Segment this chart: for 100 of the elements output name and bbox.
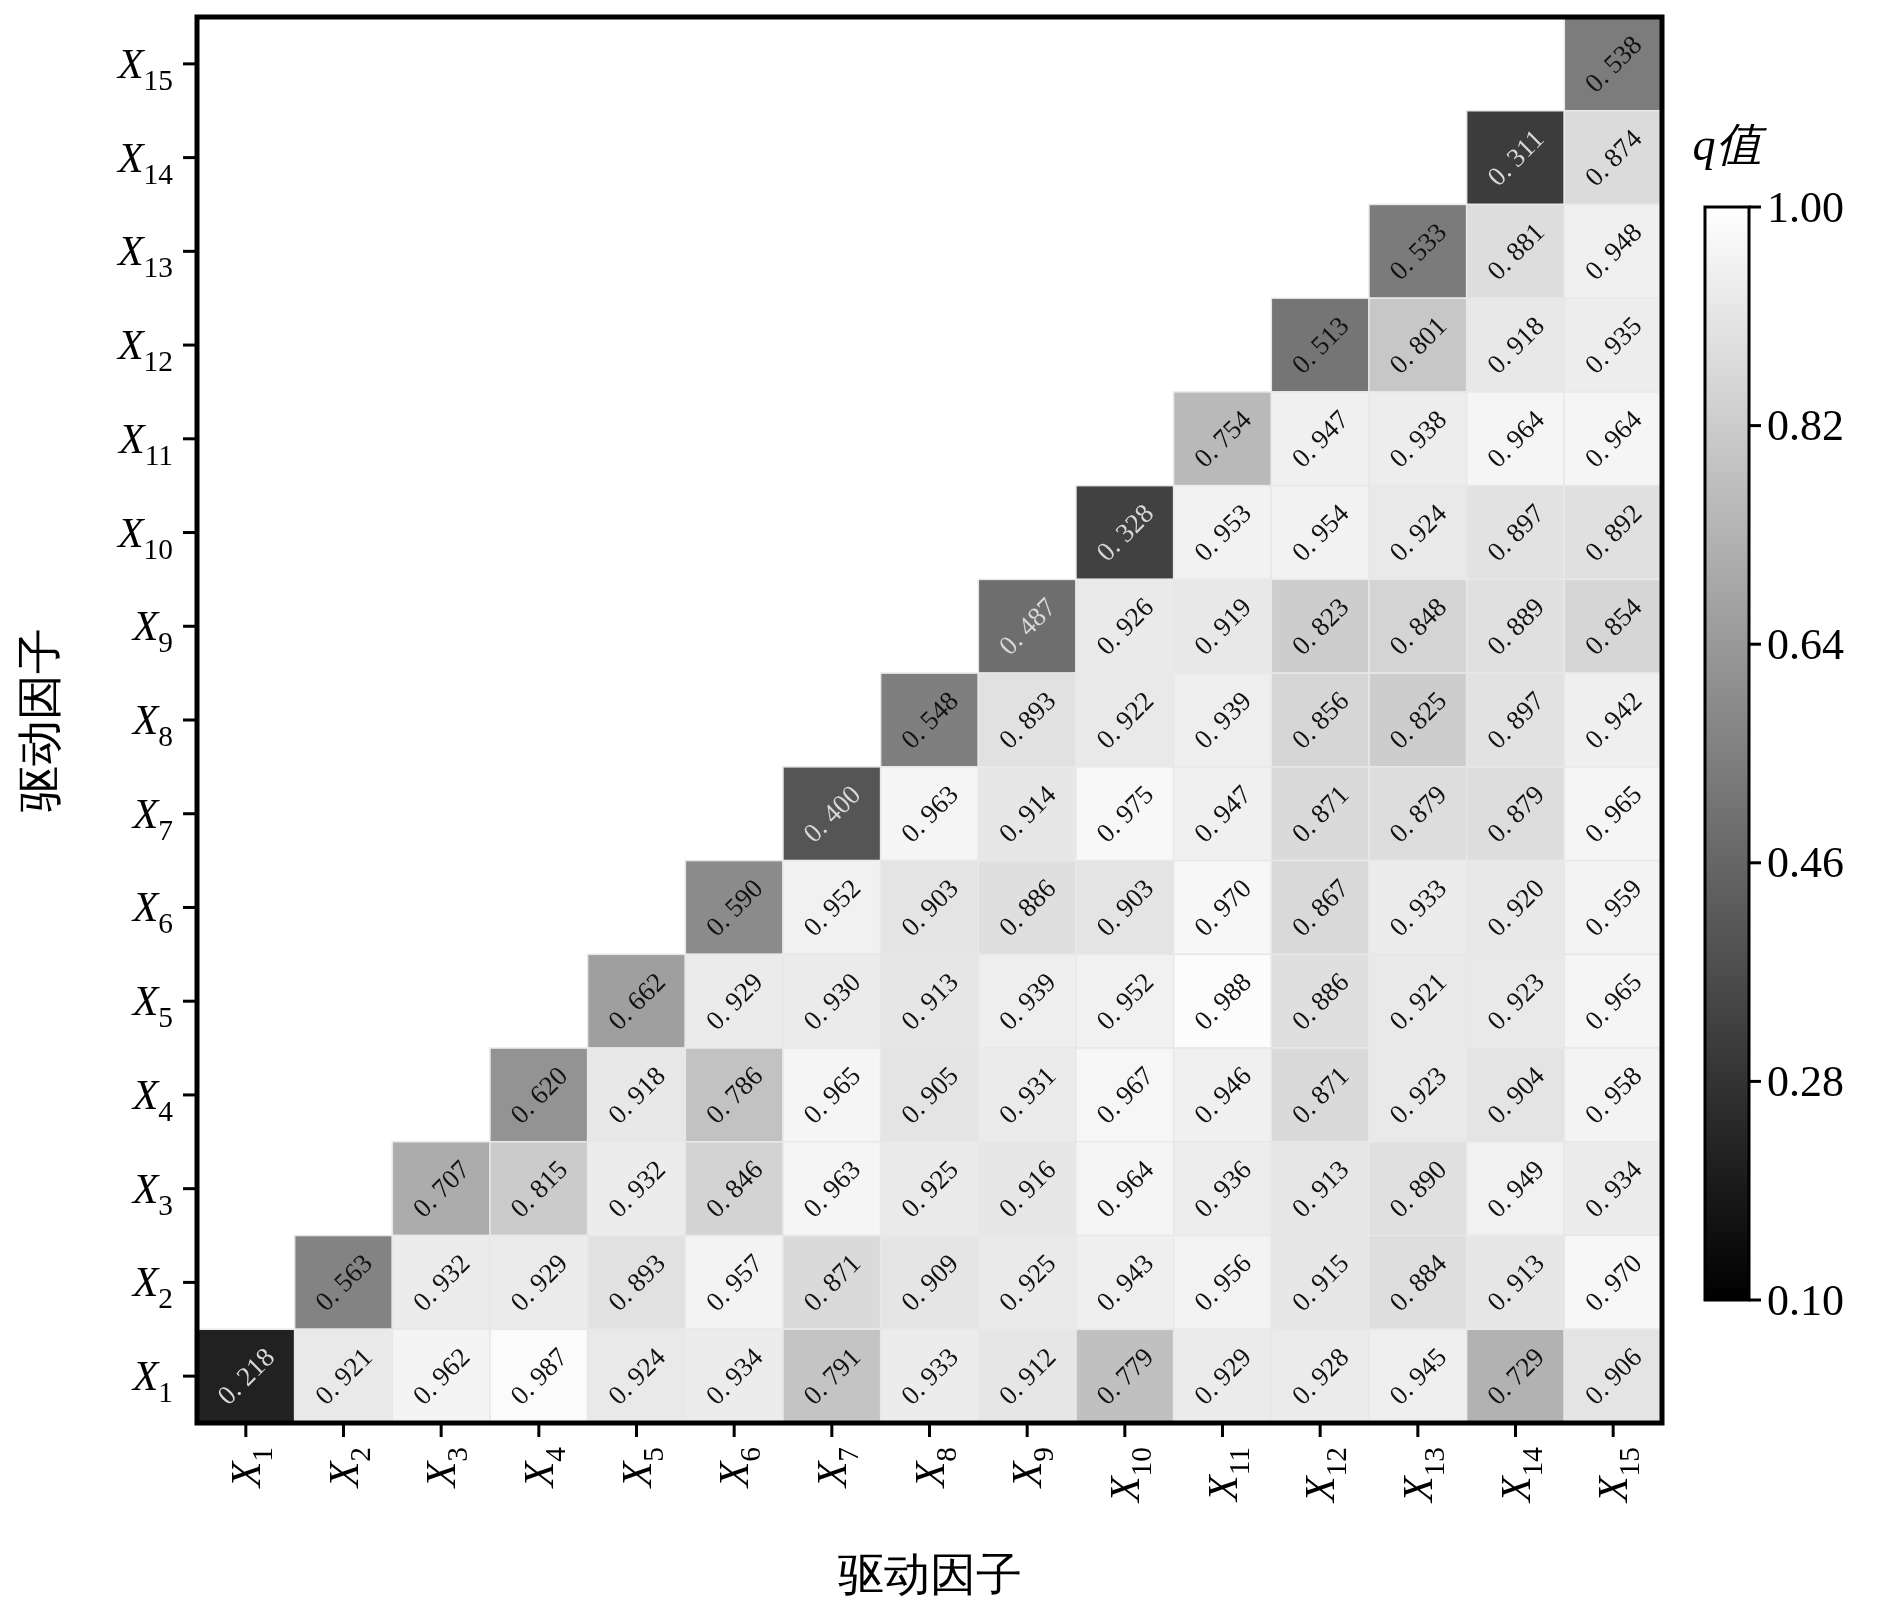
data-label: 0. 779 (1090, 1341, 1160, 1411)
data-label: 0. 871 (1285, 779, 1355, 849)
data-label: 0. 590 (699, 873, 769, 942)
data-label: 0. 854 (1578, 591, 1648, 661)
data-label: 0. 965 (1578, 779, 1648, 849)
data-label: 0. 938 (1383, 404, 1453, 474)
data-label: 0. 218 (211, 1341, 281, 1411)
y-tick-label: X$_{9}$ (130, 603, 173, 659)
data-label: 0. 925 (895, 1154, 964, 1224)
data-label: 0. 953 (1188, 498, 1257, 567)
data-label: 0. 729 (1481, 1341, 1550, 1411)
data-label: 0. 707 (406, 1154, 476, 1224)
color-bar-label: 0.46 (1767, 838, 1844, 888)
y-tick-label: X$_{7}$ (130, 790, 173, 846)
data-label: 0. 922 (1090, 685, 1160, 755)
data-label: 0. 965 (1578, 966, 1648, 1036)
y-tick-label: X$_{1}$ (130, 1353, 173, 1409)
color-bar-label: 0.82 (1767, 401, 1844, 451)
data-label: 0. 987 (504, 1341, 574, 1411)
data-label: 0. 913 (1285, 1154, 1355, 1224)
data-label: 0. 952 (1090, 966, 1160, 1036)
data-label: 0. 856 (1285, 685, 1355, 755)
data-label: 0. 871 (1285, 1060, 1355, 1130)
data-label: 0. 791 (797, 1341, 867, 1411)
data-label: 0. 957 (699, 1247, 769, 1317)
data-label: 0. 947 (1188, 779, 1257, 849)
data-label: 0. 963 (895, 779, 964, 849)
data-label: 0. 933 (1383, 873, 1453, 942)
data-label: 0. 662 (602, 966, 671, 1036)
x-axis-title: 驱动因子 (837, 1549, 1022, 1600)
data-label: 0. 867 (1285, 873, 1355, 942)
data-label: 0. 952 (797, 873, 867, 942)
data-label: 0. 916 (992, 1154, 1062, 1224)
y-tick-label: X$_{3}$ (130, 1165, 173, 1221)
y-tick-label: X$_{6}$ (130, 884, 173, 940)
data-label: 0. 936 (1188, 1154, 1257, 1224)
data-label: 0. 943 (1090, 1247, 1160, 1317)
data-label: 0. 754 (1188, 403, 1258, 474)
data-label: 0. 939 (1188, 685, 1257, 755)
data-label: 0. 929 (1188, 1341, 1257, 1411)
data-label: 0. 801 (1383, 310, 1453, 380)
data-label: 0. 925 (992, 1247, 1062, 1317)
data-label: 0. 874 (1578, 122, 1648, 193)
data-label: 0. 919 (1188, 591, 1257, 661)
data-label: 0. 903 (1090, 873, 1160, 942)
data-label: 0. 904 (1481, 1060, 1551, 1130)
y-tick-label: X$_{8}$ (130, 697, 173, 752)
data-label: 0. 920 (1481, 873, 1550, 942)
color-bar-label: 0.10 (1767, 1275, 1844, 1325)
data-label: 0. 946 (1188, 1060, 1257, 1130)
data-label: 0. 823 (1285, 591, 1355, 661)
data-label: 0. 988 (1188, 966, 1257, 1036)
data-label: 0. 886 (992, 873, 1062, 942)
y-tick-label: X$_{11}$ (117, 415, 173, 471)
y-tick-label: X$_{13}$ (115, 228, 173, 284)
data-label: 0. 918 (1481, 310, 1550, 380)
y-tick-label: X$_{10}$ (115, 509, 173, 565)
y-tick-label: X$_{14}$ (115, 134, 174, 190)
data-label: 0. 400 (797, 779, 867, 849)
data-label: 0. 563 (309, 1247, 378, 1317)
y-axis-title: 驱动因子 (14, 628, 65, 812)
data-label: 0. 934 (699, 1341, 769, 1411)
data-label: 0. 533 (1383, 216, 1453, 286)
data-label: 0. 963 (797, 1154, 867, 1224)
data-label: 0. 909 (895, 1247, 964, 1317)
data-label: 0. 886 (1285, 966, 1355, 1036)
data-label: 0. 786 (699, 1060, 769, 1130)
data-label: 0. 513 (1285, 310, 1355, 380)
data-label: 0. 921 (1383, 966, 1453, 1036)
data-label: 0. 954 (1285, 497, 1355, 567)
data-label: 0. 964 (1578, 403, 1648, 474)
data-label: 0. 884 (1383, 1247, 1453, 1317)
y-tick-label: X$_{4}$ (130, 1071, 174, 1127)
data-label: 0. 964 (1481, 403, 1551, 474)
data-label: 0. 846 (699, 1154, 769, 1224)
data-label: 0. 890 (1383, 1154, 1453, 1224)
data-label: 0. 913 (895, 966, 964, 1036)
color-bar-title: q值 (1692, 119, 1767, 170)
data-label: 0. 548 (895, 685, 964, 755)
data-label: 0. 932 (406, 1247, 476, 1317)
data-label: 0. 892 (1578, 498, 1648, 567)
data-label: 0. 975 (1090, 779, 1160, 849)
data-label: 0. 926 (1090, 591, 1160, 661)
data-label: 0. 903 (895, 873, 964, 942)
data-label: 0. 970 (1578, 1247, 1648, 1317)
data-label: 0. 962 (406, 1341, 476, 1411)
data-label: 0. 929 (504, 1247, 574, 1317)
data-label: 0. 914 (992, 778, 1062, 849)
data-label: 0. 893 (602, 1247, 671, 1317)
data-label: 0. 928 (1285, 1341, 1355, 1411)
data-label: 0. 958 (1578, 1060, 1648, 1130)
data-label: 0. 924 (602, 1341, 672, 1411)
data-label: 0. 328 (1090, 498, 1160, 567)
y-tick-label: X$_{12}$ (115, 322, 173, 378)
data-label: 0. 949 (1481, 1154, 1550, 1224)
data-label: 0. 487 (992, 591, 1062, 661)
data-label: 0. 848 (1383, 591, 1453, 661)
data-label: 0. 905 (895, 1060, 964, 1130)
y-tick-label: X$_{5}$ (130, 978, 173, 1034)
data-label: 0. 933 (895, 1341, 964, 1411)
